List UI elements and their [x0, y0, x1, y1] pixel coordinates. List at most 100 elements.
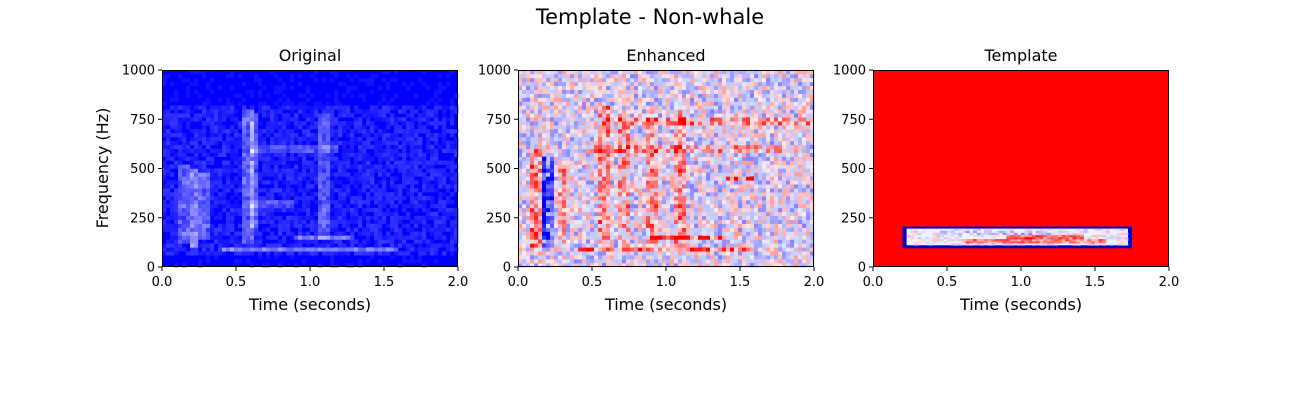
heatmap-cell [358, 93, 363, 98]
heatmap-cell [450, 144, 455, 150]
heatmap-cell [690, 140, 695, 146]
heatmap-cell [202, 219, 207, 224]
heatmap-cell [270, 231, 275, 236]
heatmap-cell [634, 121, 639, 126]
heatmap-cell [622, 109, 627, 114]
heatmap-cell [754, 168, 759, 173]
heatmap-cell [710, 77, 715, 83]
heatmap-cell [594, 203, 599, 209]
heatmap-cell [238, 188, 243, 193]
heatmap-cell [422, 105, 427, 110]
heatmap-cell [198, 172, 203, 177]
heatmap-cell [398, 129, 403, 134]
heatmap-cell [566, 144, 571, 150]
heatmap-cell [270, 129, 275, 134]
heatmap-cell [630, 136, 635, 142]
heatmap-cell [530, 73, 535, 79]
heatmap-cell [658, 160, 663, 165]
heatmap-cell [190, 160, 195, 165]
heatmap-cell [162, 133, 167, 138]
heatmap-cell [382, 117, 387, 122]
heatmap-cell [434, 227, 439, 232]
heatmap-cell [614, 231, 619, 236]
heatmap-cell [690, 121, 695, 126]
heatmap-cell [358, 180, 363, 185]
heatmap-cell [730, 235, 735, 240]
heatmap-cell [590, 105, 595, 110]
heatmap-cell [258, 140, 263, 146]
heatmap-cell [210, 196, 215, 201]
heatmap-cell [330, 140, 335, 146]
heatmap-cell [386, 231, 391, 236]
heatmap-cell [702, 136, 707, 142]
heatmap-cell [282, 133, 287, 138]
heatmap-cell [390, 200, 395, 205]
heatmap-cell [182, 184, 187, 189]
heatmap-cell [610, 105, 615, 110]
heatmap-cell [258, 136, 263, 142]
heatmap-cell [206, 259, 211, 264]
heatmap-cell [326, 93, 331, 98]
heatmap-cell [198, 200, 203, 205]
heatmap-cell [662, 164, 667, 169]
heatmap-cell [162, 168, 167, 173]
heatmap-cell [426, 101, 431, 106]
heatmap-cell [734, 215, 739, 221]
heatmap-cell [634, 140, 639, 146]
heatmap-cell [246, 164, 251, 169]
heatmap-cell [298, 176, 303, 181]
heatmap-cell [538, 188, 543, 193]
heatmap-cell [730, 113, 735, 118]
heatmap-cell [558, 152, 563, 157]
heatmap-cell [702, 168, 707, 173]
heatmap-cell [522, 203, 527, 209]
heatmap-cell [630, 168, 635, 173]
heatmap-cell [206, 152, 211, 157]
heatmap-cell [718, 180, 723, 185]
heatmap-cell [550, 121, 555, 126]
heatmap-cell [210, 223, 215, 228]
heatmap-cell [174, 117, 179, 122]
heatmap-cell [578, 259, 583, 264]
heatmap-cell [582, 251, 587, 256]
heatmap-cell [446, 160, 451, 165]
heatmap-cell [198, 215, 203, 221]
heatmap-cell [450, 172, 455, 177]
heatmap-cell [602, 215, 607, 221]
heatmap-cell [518, 219, 523, 224]
heatmap-cell [162, 113, 167, 118]
heatmap-cell [318, 192, 323, 197]
heatmap-cell [170, 200, 175, 205]
heatmap-cell [338, 200, 343, 205]
heatmap-cell [406, 136, 411, 142]
heatmap-cell [374, 235, 379, 240]
heatmap-cell [718, 144, 723, 150]
heatmap-cell [730, 259, 735, 264]
heatmap-cell [370, 144, 375, 150]
heatmap-cell [550, 207, 555, 213]
heatmap-cell [622, 259, 627, 264]
heatmap-cell [430, 203, 435, 209]
heatmap-cell [694, 211, 699, 217]
heatmap-cell [250, 129, 255, 134]
heatmap-cell [394, 93, 399, 98]
heatmap-cell [166, 192, 171, 197]
heatmap-cell [546, 105, 551, 110]
heatmap-cell [742, 144, 747, 150]
heatmap-cell [362, 247, 367, 252]
heatmap-cell [678, 113, 683, 118]
heatmap-cell [246, 184, 251, 189]
heatmap-cell [174, 200, 179, 205]
heatmap-cell [618, 109, 623, 114]
heatmap-cell [722, 235, 727, 240]
heatmap-cell [254, 77, 259, 83]
heatmap-cell [554, 247, 559, 252]
heatmap-cell [350, 152, 355, 157]
heatmap-cell [206, 243, 211, 248]
heatmap-cell [530, 156, 535, 161]
heatmap-cell [706, 109, 711, 114]
heatmap-cell [186, 203, 191, 209]
heatmap-cell [206, 247, 211, 252]
heatmap-cell [518, 85, 523, 90]
heatmap-cell [218, 97, 223, 102]
